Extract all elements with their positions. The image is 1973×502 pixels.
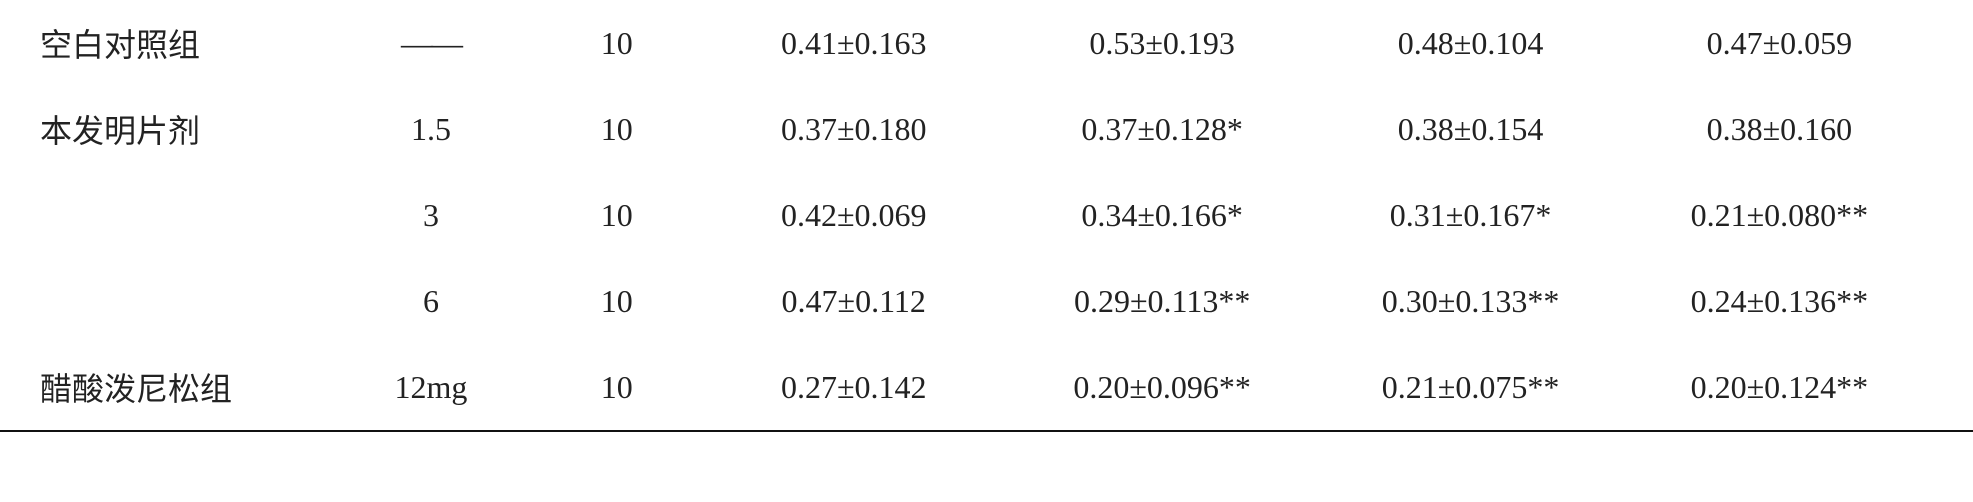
cell-v4: 0.20±0.124** [1625, 344, 1973, 431]
cell-dose: 1.5 [328, 86, 534, 172]
cell-group: 醋酸泼尼松组 [0, 344, 328, 431]
cell-v1: 0.37±0.180 [700, 86, 1008, 172]
data-table: 空白对照组 —— 10 0.41±0.163 0.53±0.193 0.48±0… [0, 0, 1973, 432]
cell-n: 10 [534, 172, 699, 258]
cell-n: 10 [534, 0, 699, 86]
cell-v3: 0.30±0.133** [1316, 258, 1624, 344]
cell-dose: 6 [328, 258, 534, 344]
cell-group: 本发明片剂 [0, 86, 328, 172]
cell-v2: 0.29±0.113** [1008, 258, 1316, 344]
cell-group: 空白对照组 [0, 0, 328, 86]
cell-group [0, 258, 328, 344]
table-row: 本发明片剂 1.5 10 0.37±0.180 0.37±0.128* 0.38… [0, 86, 1973, 172]
cell-v3: 0.31±0.167* [1316, 172, 1624, 258]
table-row: 醋酸泼尼松组 12mg 10 0.27±0.142 0.20±0.096** 0… [0, 344, 1973, 431]
cell-v2: 0.53±0.193 [1008, 0, 1316, 86]
cell-dose: 12mg [328, 344, 534, 431]
cell-v1: 0.27±0.142 [700, 344, 1008, 431]
cell-v3: 0.21±0.075** [1316, 344, 1624, 431]
table-row: 3 10 0.42±0.069 0.34±0.166* 0.31±0.167* … [0, 172, 1973, 258]
cell-v3: 0.48±0.104 [1316, 0, 1624, 86]
cell-v2: 0.20±0.096** [1008, 344, 1316, 431]
cell-v3: 0.38±0.154 [1316, 86, 1624, 172]
table-row: 6 10 0.47±0.112 0.29±0.113** 0.30±0.133*… [0, 258, 1973, 344]
cell-v1: 0.41±0.163 [700, 0, 1008, 86]
cell-v2: 0.37±0.128* [1008, 86, 1316, 172]
cell-v1: 0.47±0.112 [700, 258, 1008, 344]
table-row: 空白对照组 —— 10 0.41±0.163 0.53±0.193 0.48±0… [0, 0, 1973, 86]
cell-group [0, 172, 328, 258]
cell-v2: 0.34±0.166* [1008, 172, 1316, 258]
cell-v4: 0.38±0.160 [1625, 86, 1973, 172]
cell-v4: 0.47±0.059 [1625, 0, 1973, 86]
cell-v1: 0.42±0.069 [700, 172, 1008, 258]
cell-v4: 0.24±0.136** [1625, 258, 1973, 344]
cell-v4: 0.21±0.080** [1625, 172, 1973, 258]
cell-dose: 3 [328, 172, 534, 258]
cell-n: 10 [534, 344, 699, 431]
cell-n: 10 [534, 86, 699, 172]
cell-n: 10 [534, 258, 699, 344]
cell-dose: —— [328, 0, 534, 86]
